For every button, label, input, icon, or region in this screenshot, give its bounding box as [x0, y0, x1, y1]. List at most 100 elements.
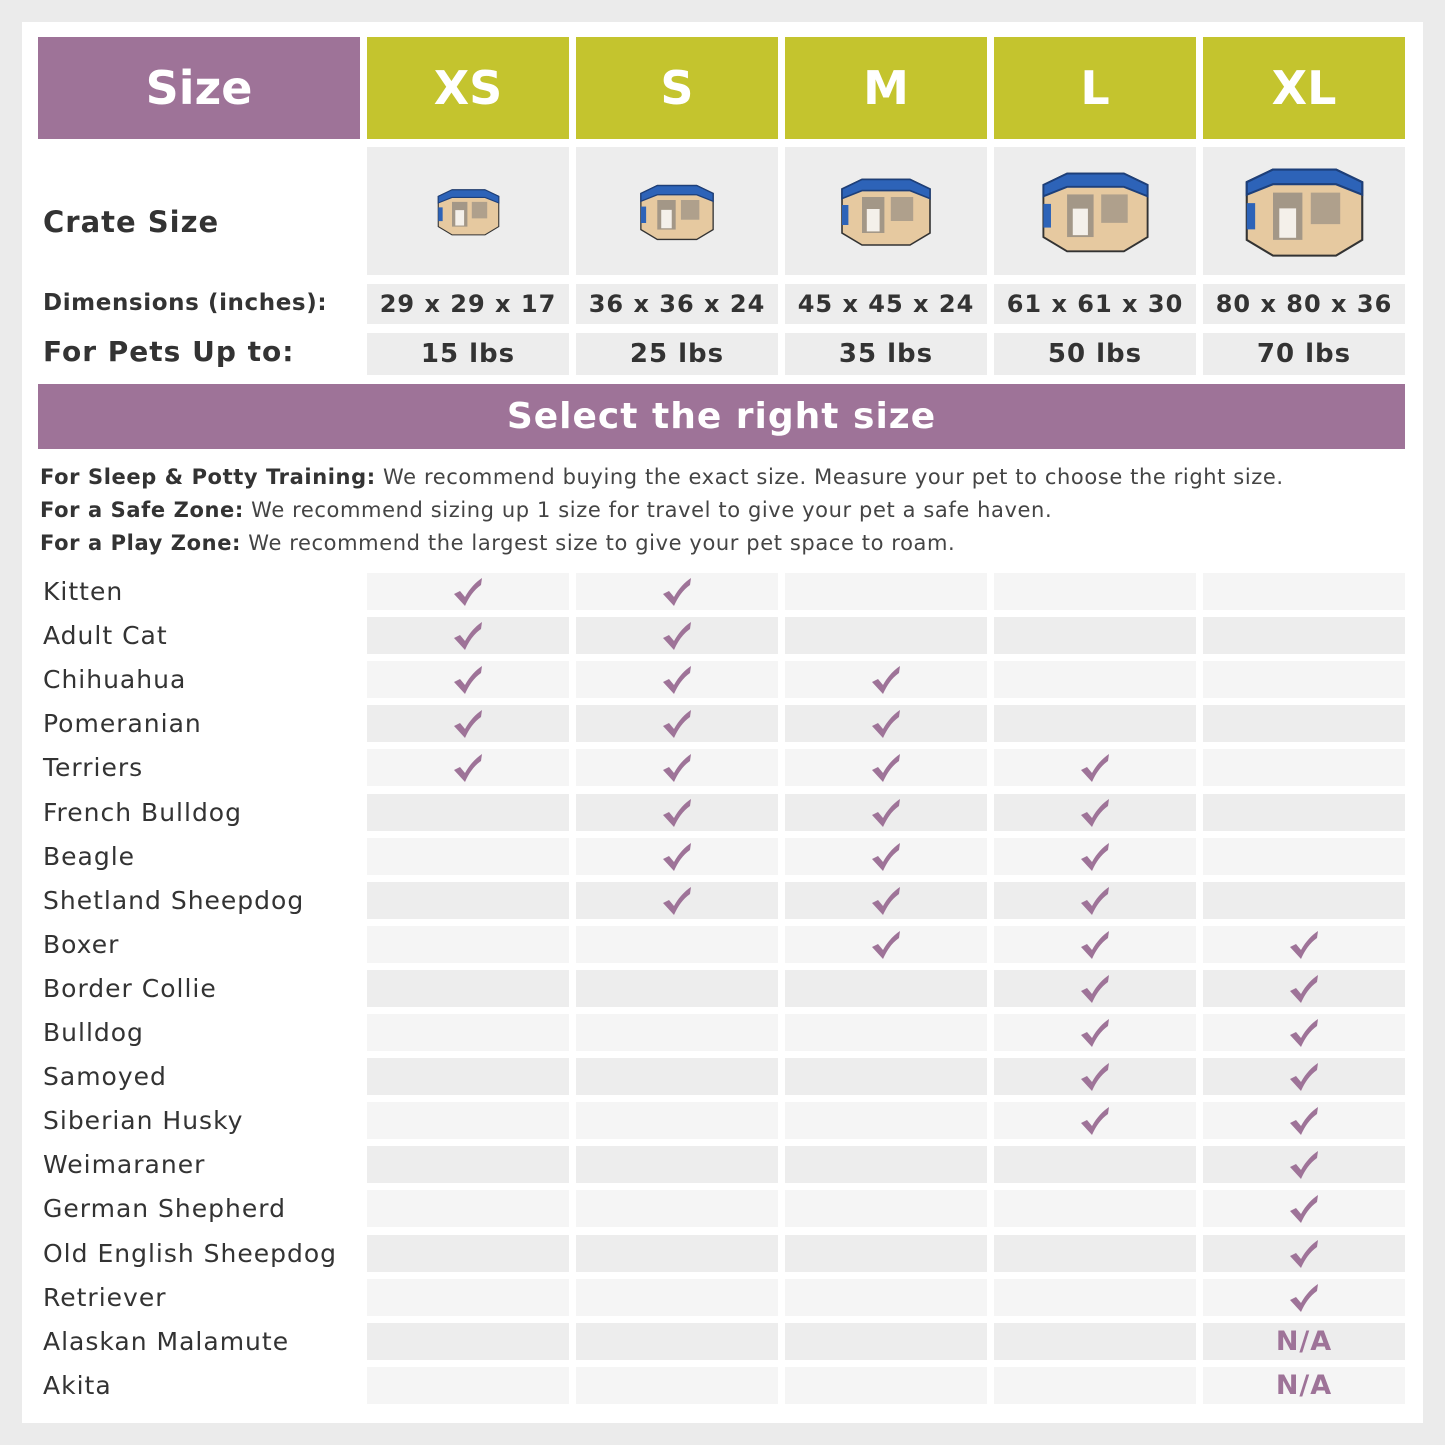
weight-value: 70 lbs [1203, 333, 1405, 375]
crate-image-cell [994, 147, 1196, 275]
check-icon [872, 886, 900, 915]
breed-label: Shetland Sheepdog [43, 886, 305, 915]
crate-size-label: Crate Size [43, 205, 220, 239]
breed-size-cell [367, 1014, 569, 1051]
playpen-icon [841, 178, 931, 246]
playpen-icon [640, 184, 714, 240]
breed-size-cell [576, 1323, 778, 1360]
breed-size-cell [576, 926, 778, 963]
breed-size-cell [1203, 794, 1405, 831]
breed-size-cell [1203, 705, 1405, 742]
breed-size-cell [367, 1323, 569, 1360]
breed-size-cell: N/A [1203, 1323, 1405, 1360]
not-applicable-label: N/A [1275, 1370, 1333, 1401]
check-icon [1290, 1106, 1318, 1135]
check-icon [454, 709, 482, 738]
check-icon [663, 709, 691, 738]
check-icon [454, 753, 482, 782]
breed-size-cell [576, 882, 778, 919]
breed-size-cell [785, 617, 987, 654]
check-icon [1081, 753, 1109, 782]
breed-size-cell [994, 794, 1196, 831]
weight-value: 25 lbs [576, 333, 778, 375]
breed-label: Akita [43, 1371, 112, 1400]
breed-size-cell [785, 1146, 987, 1183]
breed-size-cell [367, 573, 569, 610]
breed-size-cell [785, 749, 987, 786]
breed-label: Old English Sheepdog [43, 1239, 338, 1268]
breed-size-cell [367, 749, 569, 786]
breed-label: Beagle [43, 842, 136, 871]
check-icon [454, 665, 482, 694]
breed-size-cell [576, 1190, 778, 1227]
breed-size-cell [1203, 617, 1405, 654]
breed-size-cell [994, 573, 1196, 610]
check-icon [1290, 1239, 1318, 1268]
breed-size-cell [1203, 882, 1405, 919]
breed-size-cell [994, 705, 1196, 742]
check-icon [1290, 1283, 1318, 1312]
check-icon [1081, 798, 1109, 827]
crate-image-cell [785, 147, 987, 275]
breed-label: Weimaraner [43, 1150, 206, 1179]
breed-label: Boxer [43, 930, 120, 959]
dimensions-label: Dimensions (inches): [43, 290, 328, 316]
breed-size-cell: N/A [1203, 1367, 1405, 1404]
check-icon [1290, 1150, 1318, 1179]
select-size-banner: Select the right size [38, 384, 1405, 449]
check-icon [1081, 974, 1109, 1003]
breed-size-cell [576, 1102, 778, 1139]
check-icon [1081, 842, 1109, 871]
breed-size-cell [1203, 1190, 1405, 1227]
size-header-xs[interactable]: XS [367, 37, 569, 139]
breed-size-cell [994, 749, 1196, 786]
recommendation-note: For a Safe Zone: We recommend sizing up … [40, 498, 1052, 522]
note-text: We recommend buying the exact size. Meas… [375, 465, 1284, 489]
breed-size-cell [785, 1367, 987, 1404]
check-icon [1081, 1018, 1109, 1047]
recommendation-note: For a Play Zone: We recommend the larges… [40, 531, 955, 555]
breed-size-cell [785, 1323, 987, 1360]
size-header: Size [38, 37, 360, 139]
breed-size-cell [367, 970, 569, 1007]
crate-image-cell [576, 147, 778, 275]
breed-size-cell [994, 1190, 1196, 1227]
breed-label: Terriers [43, 753, 144, 782]
breed-size-cell [367, 1102, 569, 1139]
note-text: We recommend the largest size to give yo… [241, 531, 956, 555]
check-icon [663, 886, 691, 915]
breed-size-cell [1203, 749, 1405, 786]
breed-size-cell [1203, 970, 1405, 1007]
breed-size-cell [1203, 1058, 1405, 1095]
breed-size-cell [367, 1279, 569, 1316]
breed-size-cell [367, 705, 569, 742]
dimension-value: 61 x 61 x 30 [994, 284, 1196, 324]
breed-size-cell [785, 1014, 987, 1051]
breed-size-cell [576, 617, 778, 654]
size-header-xl[interactable]: XL [1203, 37, 1405, 139]
size-header-l[interactable]: L [994, 37, 1196, 139]
breed-size-cell [1203, 1235, 1405, 1272]
check-icon [872, 709, 900, 738]
breed-size-cell [576, 749, 778, 786]
breed-size-cell [1203, 838, 1405, 875]
size-header-s[interactable]: S [576, 37, 778, 139]
breed-size-cell [785, 573, 987, 610]
breed-size-cell [367, 1235, 569, 1272]
check-icon [872, 665, 900, 694]
breed-label: Bulldog [43, 1018, 144, 1047]
crate-image-cell [1203, 147, 1405, 275]
note-title: For Sleep & Potty Training: [40, 465, 376, 489]
crate-image-cell [367, 147, 569, 275]
breed-size-cell [994, 838, 1196, 875]
breed-size-cell [785, 661, 987, 698]
check-icon [1081, 930, 1109, 959]
note-title: For a Play Zone: [40, 531, 242, 555]
breed-size-cell [994, 882, 1196, 919]
breed-size-cell [367, 794, 569, 831]
breed-label: Chihuahua [43, 665, 187, 694]
breed-size-cell [1203, 1279, 1405, 1316]
breed-size-cell [367, 1190, 569, 1227]
size-header-m[interactable]: M [785, 37, 987, 139]
breed-size-cell [785, 1190, 987, 1227]
